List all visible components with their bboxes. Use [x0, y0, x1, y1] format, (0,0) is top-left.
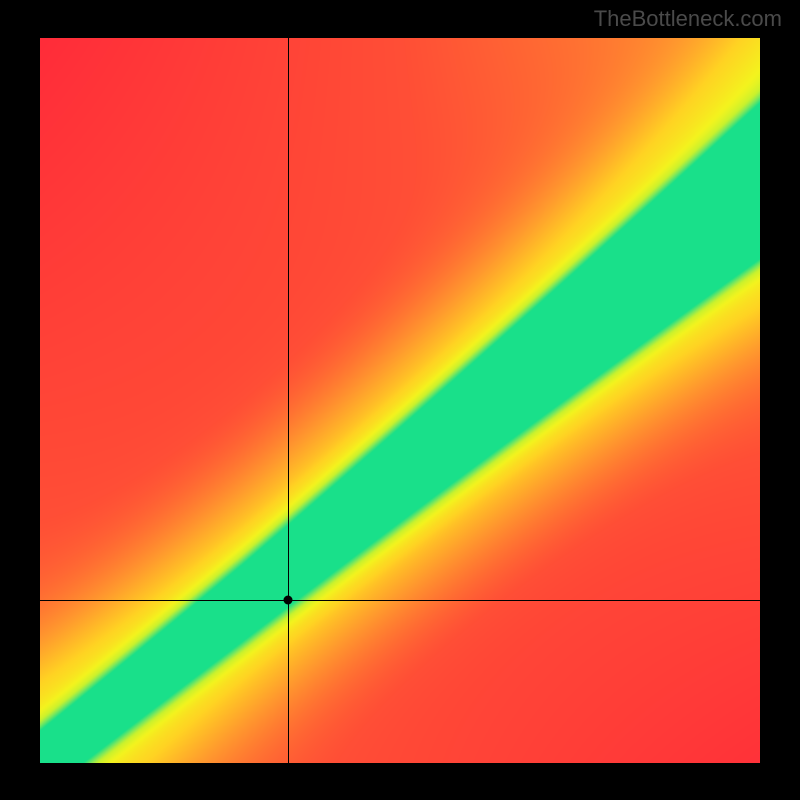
crosshair-horizontal [40, 600, 760, 601]
crosshair-point [284, 595, 293, 604]
heatmap-canvas [40, 38, 760, 763]
crosshair-vertical [288, 38, 289, 763]
bottleneck-heatmap [40, 38, 760, 763]
watermark-text: TheBottleneck.com [594, 6, 782, 32]
